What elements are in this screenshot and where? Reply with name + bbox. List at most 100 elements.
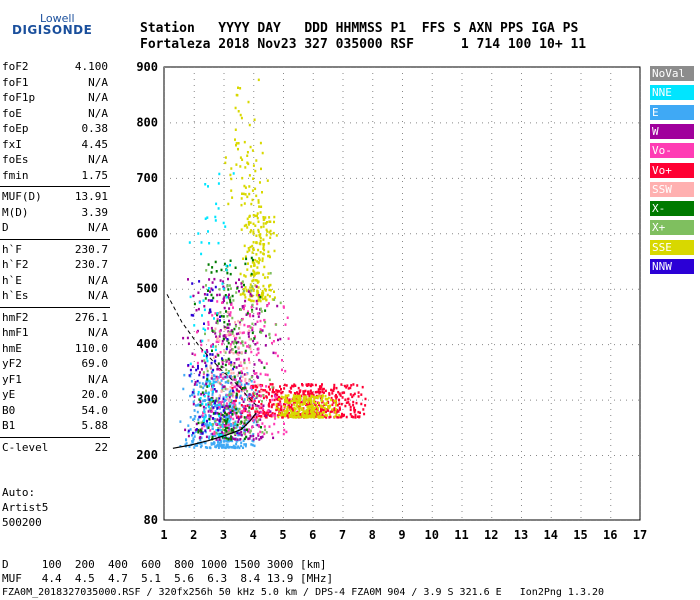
echo-point bbox=[211, 349, 213, 352]
legend-item: E bbox=[650, 104, 694, 120]
echo-point bbox=[247, 398, 250, 402]
echo-point bbox=[204, 441, 207, 445]
echo-point bbox=[255, 159, 258, 162]
echo-point bbox=[187, 424, 190, 427]
echo-point bbox=[239, 394, 242, 398]
echo-point bbox=[215, 423, 218, 426]
echo-point bbox=[250, 229, 253, 232]
echo-point bbox=[214, 348, 217, 352]
echo-point bbox=[205, 389, 207, 393]
echo-point bbox=[224, 381, 227, 384]
echo-point bbox=[319, 388, 322, 391]
echo-point bbox=[218, 368, 221, 372]
echo-point bbox=[193, 392, 196, 395]
echo-point bbox=[248, 393, 251, 396]
echo-point bbox=[243, 383, 246, 387]
echo-point bbox=[290, 409, 293, 413]
echo-point bbox=[251, 310, 254, 313]
echo-point bbox=[257, 296, 260, 299]
echo-point bbox=[250, 337, 253, 341]
echo-point bbox=[240, 383, 243, 386]
echo-point bbox=[252, 415, 255, 419]
echo-point bbox=[321, 388, 324, 391]
note-auto: Auto: bbox=[2, 486, 36, 499]
echo-point bbox=[240, 404, 243, 407]
echo-point bbox=[262, 216, 265, 219]
echo-point bbox=[288, 406, 291, 409]
echo-point bbox=[182, 387, 185, 391]
echo-point bbox=[303, 410, 306, 413]
echo-point bbox=[258, 394, 261, 397]
echo-point bbox=[261, 257, 264, 260]
echo-point bbox=[352, 394, 355, 397]
echo-point bbox=[204, 332, 206, 336]
echo-point bbox=[218, 330, 221, 333]
echo-point bbox=[213, 360, 216, 363]
echo-point bbox=[297, 414, 300, 417]
echo-point bbox=[188, 445, 191, 448]
echo-point bbox=[330, 388, 333, 392]
echo-point bbox=[263, 425, 266, 428]
echo-point bbox=[244, 428, 247, 432]
echo-point bbox=[304, 402, 307, 405]
echo-point bbox=[230, 399, 233, 402]
echo-point bbox=[213, 356, 215, 359]
echo-point bbox=[257, 351, 260, 355]
echo-point bbox=[212, 417, 215, 420]
echo-point bbox=[241, 280, 244, 283]
echo-point bbox=[281, 390, 284, 394]
echo-point bbox=[210, 423, 213, 426]
param-label: foF2 bbox=[2, 60, 29, 73]
echo-point bbox=[358, 415, 361, 419]
echo-point bbox=[310, 399, 313, 402]
echo-point bbox=[262, 394, 265, 397]
echo-point bbox=[268, 402, 270, 405]
echo-point bbox=[279, 385, 281, 388]
echo-point bbox=[337, 390, 340, 394]
echo-point bbox=[308, 410, 311, 413]
echo-point bbox=[340, 383, 343, 386]
echo-point bbox=[226, 443, 229, 446]
param-value: N/A bbox=[88, 326, 108, 339]
echo-point bbox=[239, 377, 241, 380]
echo-point bbox=[216, 352, 219, 356]
echo-point bbox=[214, 345, 217, 348]
echo-point bbox=[245, 313, 248, 316]
echo-point bbox=[261, 431, 264, 434]
echo-point bbox=[255, 396, 258, 399]
echo-point bbox=[299, 406, 302, 409]
echo-point bbox=[272, 388, 274, 391]
echo-point bbox=[223, 320, 226, 324]
echo-point bbox=[239, 422, 242, 425]
echo-point bbox=[281, 359, 283, 362]
distance-row: D 100 200 400 600 800 1000 1500 3000 [km… bbox=[2, 558, 327, 571]
echo-point bbox=[206, 378, 209, 381]
echo-point bbox=[239, 416, 242, 419]
logo-lowell: Lowell bbox=[40, 12, 75, 25]
echo-point bbox=[248, 403, 251, 407]
echo-point bbox=[225, 415, 228, 418]
echo-point bbox=[218, 172, 221, 176]
echo-point bbox=[245, 223, 248, 227]
echo-point bbox=[228, 333, 231, 337]
echo-point bbox=[207, 289, 209, 292]
echo-point bbox=[218, 412, 221, 416]
echo-point bbox=[224, 351, 227, 354]
echo-point bbox=[254, 335, 256, 339]
echo-point bbox=[293, 383, 296, 386]
echo-point bbox=[215, 202, 218, 206]
echo-point bbox=[359, 411, 361, 414]
echo-point bbox=[263, 319, 266, 322]
echo-point bbox=[221, 417, 224, 421]
echo-point bbox=[226, 418, 229, 421]
echo-point bbox=[283, 428, 286, 432]
echo-point bbox=[270, 414, 272, 417]
echo-point bbox=[352, 400, 355, 404]
echo-point bbox=[291, 384, 294, 388]
echo-point bbox=[228, 423, 231, 426]
echo-point bbox=[192, 439, 195, 442]
legend-item: Vo- bbox=[650, 143, 694, 159]
echo-point bbox=[277, 431, 280, 434]
echo-point bbox=[225, 347, 228, 351]
echo-point bbox=[294, 384, 297, 387]
